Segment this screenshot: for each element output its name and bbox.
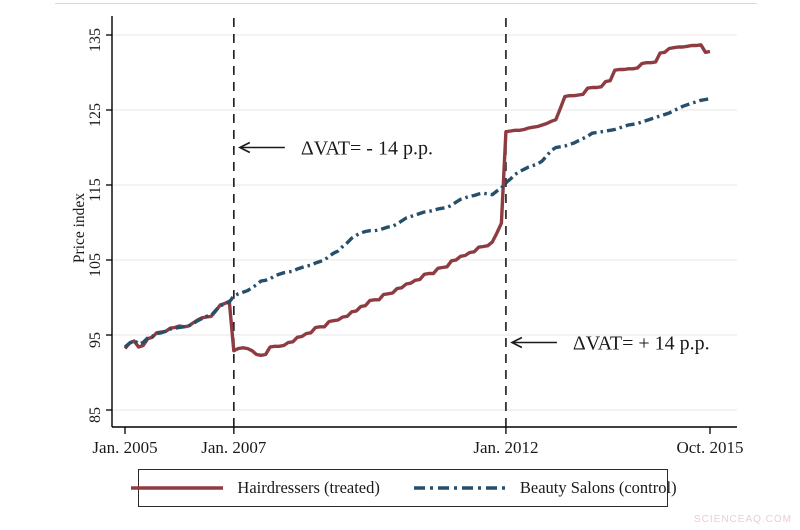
y-tick-label: 125 — [87, 103, 104, 127]
legend-sample-solid-line — [131, 486, 224, 490]
price-index-chart: 85 95 105 115 125 135 Price index Jan. 2005 Jan.… — [71, 16, 744, 457]
y-axis-title: Price index — [71, 193, 88, 263]
y-tick-label: 105 — [87, 253, 104, 277]
legend-sample-dashdot-line — [413, 486, 506, 490]
vat-annotation-text: ΔVAT= - 14 p.p. — [301, 138, 433, 160]
watermark: SCIENCEAQ.COM — [693, 514, 792, 525]
y-tick-label: 85 — [87, 407, 104, 423]
y-tick-label: 95 — [87, 332, 104, 348]
x-tick-label: Jan. 2007 — [201, 438, 267, 457]
x-tick-label: Jan. 2012 — [473, 438, 538, 457]
vat-annotation-text: ΔVAT= + 14 p.p. — [573, 333, 710, 355]
x-tick-label: Jan. 2005 — [92, 438, 157, 457]
series-line-hairdressers-treated — [123, 43, 711, 357]
legend-label-hairdressers: Hairdressers (treated) — [237, 478, 380, 497]
y-tick-label: 115 — [87, 178, 104, 201]
y-tick-label: 135 — [87, 28, 104, 52]
top-border-line — [55, 3, 757, 4]
x-tick-label: Oct. 2015 — [676, 438, 743, 457]
legend-entry-hairdressers: Hairdressers (treated) — [129, 478, 380, 498]
legend-label-beauty-salons: Beauty Salons (control) — [519, 478, 677, 497]
annotation-arrow-head — [238, 141, 251, 154]
annotation-arrow-head — [510, 336, 523, 349]
legend-entry-beauty-salons: Beauty Salons (control) — [412, 478, 677, 498]
series-line-beauty-salons-control — [123, 97, 711, 349]
legend: Hairdressers (treated) Beauty Salons (co… — [131, 469, 677, 507]
